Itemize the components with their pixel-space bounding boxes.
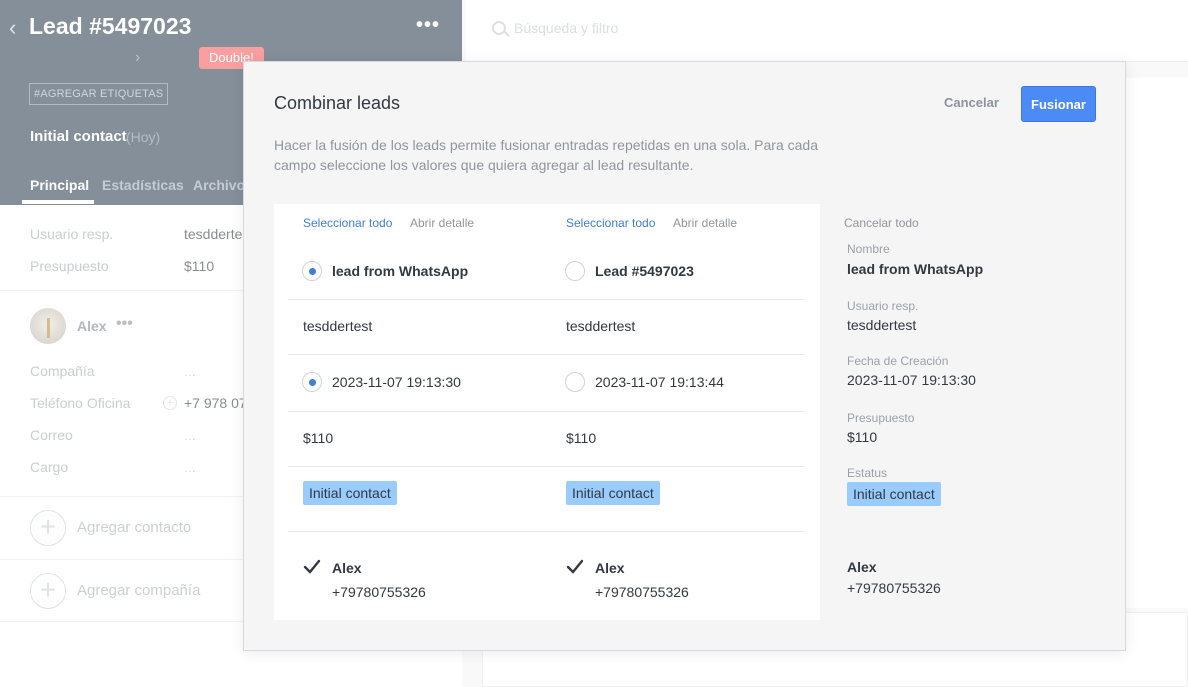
contact-label-email: Correo [30,427,73,443]
contact-value-position[interactable]: ... [184,459,196,475]
contact-value-phone[interactable]: +7 978 07 [184,395,247,411]
more-horizontal-icon[interactable]: ••• [416,14,441,36]
field-label-user: Usuario resp. [30,226,114,242]
divider [0,290,462,291]
search-input[interactable]: Búsqueda y filtro [514,20,619,36]
search-bar[interactable]: Búsqueda y filtro [466,0,1188,62]
result-label-name: Nombre [847,242,890,256]
user-value-1: tesddertest [303,318,373,334]
name-radio-2[interactable] [565,261,585,281]
merge-button[interactable]: Fusionar [1021,86,1096,122]
contact-name[interactable]: Alex [77,318,107,334]
contact-phone-1: +79780755326 [332,584,426,600]
created-radio-1[interactable] [302,372,322,392]
name-radio-1[interactable] [302,261,322,281]
pipeline-stage[interactable]: Initial contact [30,128,127,145]
result-contact-phone: +79780755326 [847,580,941,596]
modal-title: Combinar leads [274,93,401,113]
checkmark-icon [566,559,584,574]
contact-label-company: Compañía [30,363,95,379]
contact-name-2: Alex [595,560,625,576]
contact-checkbox-1[interactable] [302,557,322,577]
name-value-1: lead from WhatsApp [332,263,469,279]
tab-statistics[interactable]: Estadísticas [102,177,184,193]
merge-columns: Seleccionar todo Abrir detalle Seleccion… [274,204,820,620]
select-all-link-2[interactable]: Seleccionar todo [566,216,656,230]
contact-checkbox-2[interactable] [565,557,585,577]
stage-date: (Hoy) [126,129,161,145]
result-value-name: lead from WhatsApp [847,261,984,277]
budget-value-2: $110 [566,430,597,446]
cancel-button[interactable]: Cancelar [944,95,999,110]
result-label-user: Usuario resp. [847,299,919,313]
merge-result: Cancelar todo Nombre lead from WhatsApp … [844,204,1104,620]
result-label-status: Estatus [847,466,888,480]
merge-leads-modal: Combinar leads Cancelar Fusionar Hacer l… [243,61,1126,651]
select-all-link-1[interactable]: Seleccionar todo [303,216,393,230]
result-label-created: Fecha de Creación [847,354,949,368]
add-contact-button[interactable]: Agregar contacto [77,519,192,536]
back-chevron-icon[interactable]: ‹ [9,15,17,40]
cancel-all-link[interactable]: Cancelar todo [844,216,919,230]
divider [0,621,462,622]
contact-value-company[interactable]: ... [184,363,196,379]
row-divider [288,354,804,355]
checkmark-icon [303,559,321,574]
created-value-2: 2023-11-07 19:13:44 [595,374,724,390]
add-company-icon[interactable]: + [30,573,66,609]
open-detail-link-2[interactable]: Abrir detalle [673,216,738,230]
contact-label-phone: Teléfono Oficina [30,395,131,411]
budget-value-1: $110 [303,430,334,446]
add-contact-icon[interactable]: + [30,510,66,546]
field-value-user[interactable]: tesddertest [184,226,254,242]
user-value-2: tesddertest [566,318,636,334]
field-value-budget[interactable]: $110 [184,258,215,274]
row-divider [288,411,804,412]
result-status-pill: Initial contact [847,482,941,506]
divider [0,496,462,497]
tab-files[interactable]: Archivos [193,177,253,193]
contact-label-position: Cargo [30,459,69,475]
tab-principal[interactable]: Principal [30,177,90,193]
modal-description: Hacer la fusión de los leads permite fus… [274,137,818,173]
chevron-right-icon[interactable]: › [135,49,141,66]
open-detail-link-1[interactable]: Abrir detalle [410,216,475,230]
result-value-budget: $110 [847,429,878,445]
lead-title: Lead #5497023 [29,13,192,39]
avatar[interactable] [30,308,66,344]
result-contact-name: Alex [847,559,877,575]
contact-value-email[interactable]: ... [184,427,196,443]
created-radio-2[interactable] [565,372,585,392]
name-value-2: Lead #5497023 [595,263,694,279]
result-value-user: tesddertest [847,317,917,333]
result-value-created: 2023-11-07 19:13:30 [847,372,976,388]
active-tab-indicator [22,200,94,204]
row-divider [288,466,804,467]
add-company-button[interactable]: Agregar compañía [77,582,201,599]
search-icon [492,21,506,35]
add-phone-icon[interactable]: + [163,396,177,410]
status-pill-1: Initial contact [303,481,397,505]
add-tags-button[interactable]: #AGREGAR ETIQUETAS [29,83,169,105]
created-value-1: 2023-11-07 19:13:30 [332,374,461,390]
contact-phone-2: +79780755326 [595,584,689,600]
row-divider [288,531,804,532]
result-label-budget: Presupuesto [847,411,915,425]
field-label-budget: Presupuesto [30,258,109,274]
row-divider [288,299,804,300]
status-pill-2: Initial contact [566,481,660,505]
contact-name-1: Alex [332,560,362,576]
divider [0,559,462,560]
contact-more-icon[interactable]: ••• [116,315,133,332]
lead-tabs: Principal Estadísticas Archivos [0,168,462,205]
